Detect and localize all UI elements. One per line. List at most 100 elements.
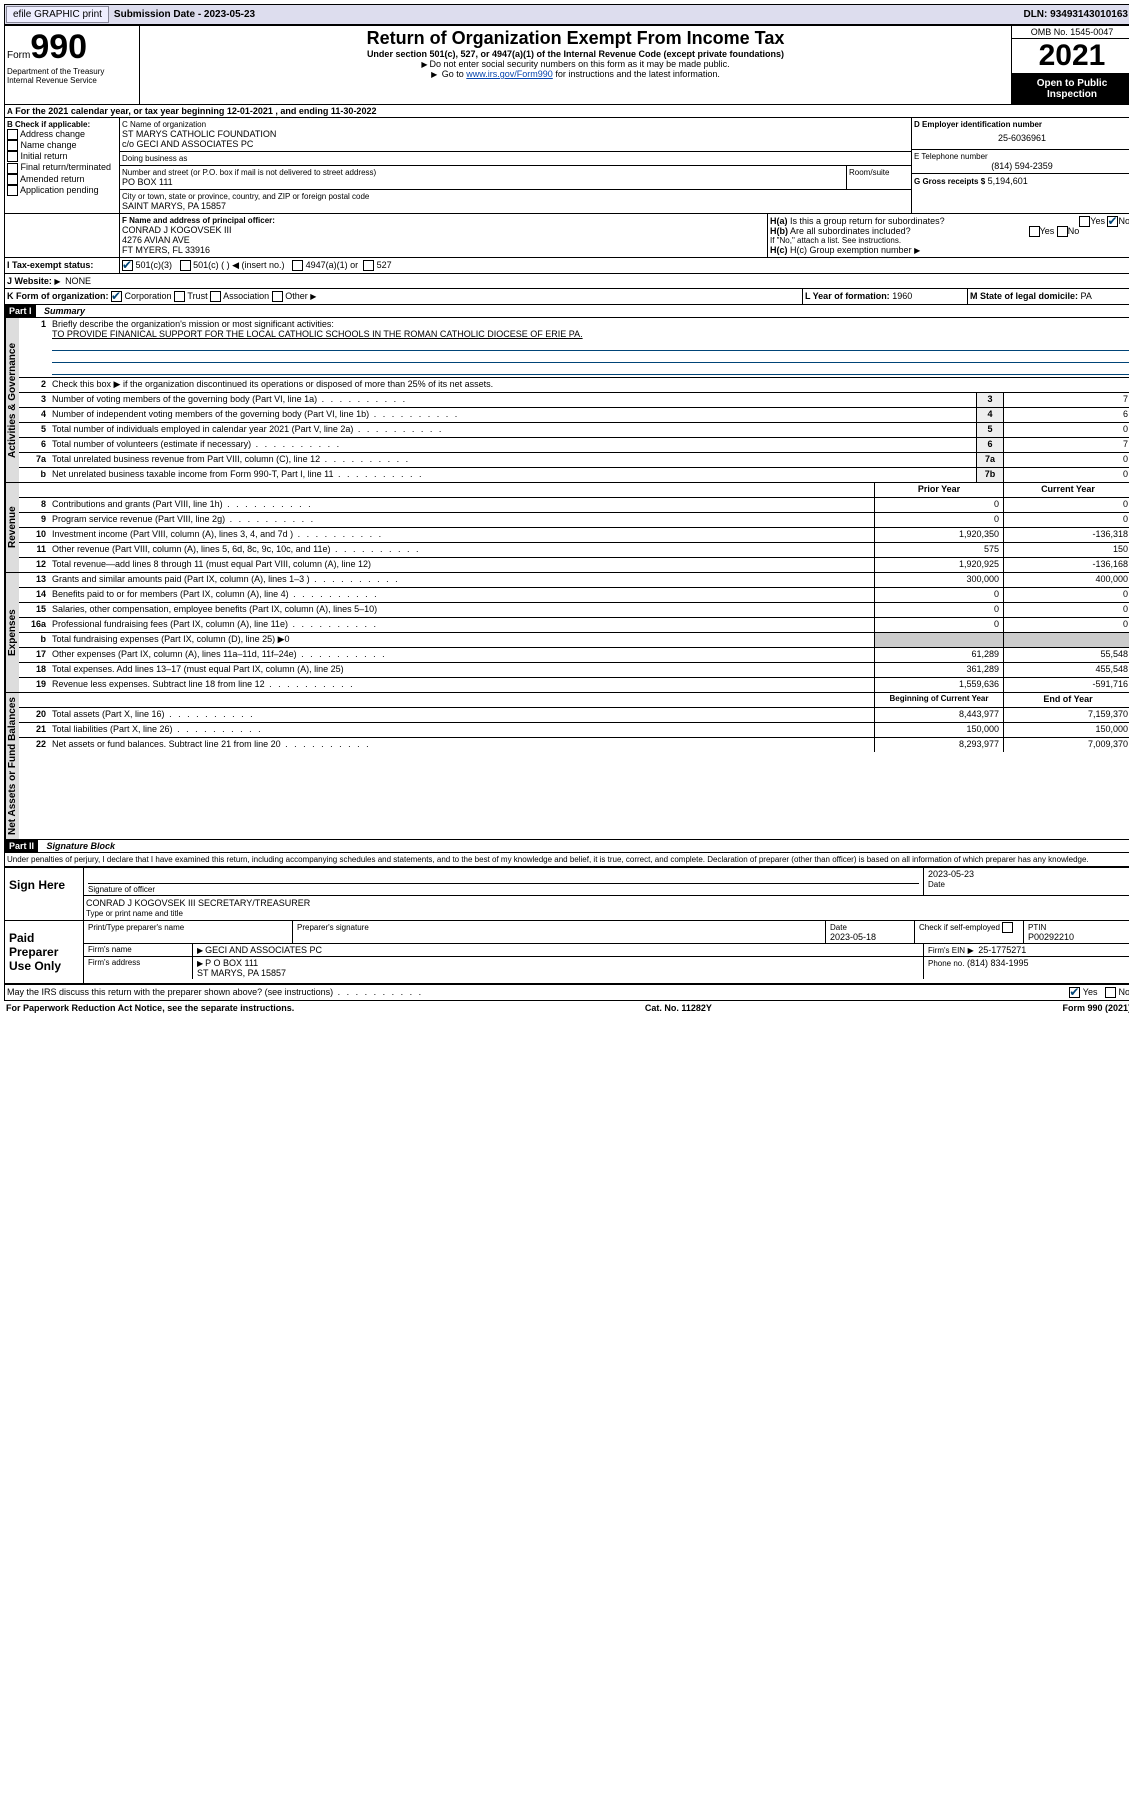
note2-pre: Go to xyxy=(442,69,467,79)
expenses-section: Expenses 13Grants and similar amounts pa… xyxy=(4,573,1129,693)
open-public: Open to Public xyxy=(1014,78,1129,89)
efile-print-button[interactable]: efile GRAPHIC print xyxy=(6,6,109,23)
box-e-label: E Telephone number xyxy=(914,152,1129,161)
street-value: PO BOX 111 xyxy=(122,177,844,187)
may-irs-yes-check[interactable] xyxy=(1069,987,1080,998)
hb-no-check[interactable] xyxy=(1057,226,1068,237)
identity-block: B Check if applicable: Address change Na… xyxy=(4,118,1129,214)
firm-ein: 25-1775271 xyxy=(978,945,1026,955)
app-pending-check[interactable] xyxy=(7,185,18,196)
l4-value: 6 xyxy=(1003,408,1129,422)
l15-prior: 0 xyxy=(874,603,1003,617)
irs-label: Internal Revenue Service xyxy=(7,76,137,85)
form-title: Return of Organization Exempt From Incom… xyxy=(142,28,1009,49)
l14-label: Benefits paid to or for members (Part IX… xyxy=(50,588,874,602)
l15-label: Salaries, other compensation, employee b… xyxy=(50,603,874,617)
final-return-label: Final return/terminated xyxy=(21,162,112,172)
l21-prior: 150,000 xyxy=(874,723,1003,737)
irs-link[interactable]: www.irs.gov/Form990 xyxy=(466,69,553,79)
expenses-tab: Expenses xyxy=(5,573,19,692)
firm-phone-label: Phone no. xyxy=(928,959,964,968)
footer-left: For Paperwork Reduction Act Notice, see … xyxy=(6,1003,294,1013)
street-label: Number and street (or P.O. box if mail i… xyxy=(122,168,844,177)
addr-change-check[interactable] xyxy=(7,129,18,140)
domicile-state: PA xyxy=(1081,291,1092,301)
footer-right: Form 990 (2021) xyxy=(1062,1003,1129,1013)
box-k-label: K Form of organization: xyxy=(7,291,109,301)
prep-sig-label: Preparer's signature xyxy=(297,923,369,932)
klm-block: K Form of organization: Corporation Trus… xyxy=(4,289,1129,305)
net-assets-tab: Net Assets or Fund Balances xyxy=(5,693,19,839)
l9-prior: 0 xyxy=(874,513,1003,527)
l14-prior: 0 xyxy=(874,588,1003,602)
final-return-check[interactable] xyxy=(7,163,18,174)
other-label: Other xyxy=(285,291,308,301)
l13-current: 400,000 xyxy=(1003,573,1129,587)
corp-check[interactable] xyxy=(111,291,122,302)
ha-label: Is this a group return for subordinates? xyxy=(790,216,945,226)
mission-text: TO PROVIDE FINANICAL SUPPORT FOR THE LOC… xyxy=(52,329,583,339)
officer-addr1: 4276 AVIAN AVE xyxy=(122,235,765,245)
ha-no-check[interactable] xyxy=(1107,216,1118,227)
l18-current: 455,548 xyxy=(1003,663,1129,677)
governance-tab: Activities & Governance xyxy=(5,318,19,482)
initial-return-check[interactable] xyxy=(7,151,18,162)
l20-current: 7,159,370 xyxy=(1003,708,1129,722)
city-label: City or town, state or province, country… xyxy=(122,192,909,201)
l8-label: Contributions and grants (Part VIII, lin… xyxy=(50,498,874,512)
l1-label: Briefly describe the organization's miss… xyxy=(52,319,334,329)
dba-label: Doing business as xyxy=(122,154,909,163)
form-header: Form 990 Department of the Treasury Inte… xyxy=(4,25,1129,105)
may-irs-no-check[interactable] xyxy=(1105,987,1116,998)
may-irs-label: May the IRS discuss this return with the… xyxy=(7,987,423,998)
amended-check[interactable] xyxy=(7,174,18,185)
box-m-label: M State of legal domicile: xyxy=(970,291,1078,301)
prep-date-label: Date xyxy=(830,923,847,932)
governance-section: Activities & Governance 1 Briefly descri… xyxy=(4,318,1129,483)
c-other-label: 501(c) ( ) xyxy=(193,260,230,270)
l18-prior: 361,289 xyxy=(874,663,1003,677)
form-label: Form xyxy=(7,50,30,61)
4947-check[interactable] xyxy=(292,260,303,271)
other-check[interactable] xyxy=(272,291,283,302)
note2-post: for instructions and the latest informat… xyxy=(553,69,720,79)
assoc-check[interactable] xyxy=(210,291,221,302)
527-check[interactable] xyxy=(363,260,374,271)
s527-label: 527 xyxy=(377,260,392,270)
l12-prior: 1,920,925 xyxy=(874,558,1003,572)
prep-name-label: Print/Type preparer's name xyxy=(88,923,184,932)
l16a-prior: 0 xyxy=(874,618,1003,632)
l16b-prior-shade xyxy=(874,633,1003,647)
501c-check[interactable] xyxy=(180,260,191,271)
box-d-label: D Employer identification number xyxy=(914,120,1129,129)
trust-check[interactable] xyxy=(174,291,185,302)
org-co: c/o GECI AND ASSOCIATES PC xyxy=(122,139,909,149)
self-employed-check[interactable] xyxy=(1002,922,1013,933)
firm-ein-label: Firm's EIN xyxy=(928,946,965,955)
l3-label: Number of voting members of the governin… xyxy=(50,393,976,407)
form-number: 990 xyxy=(30,28,87,67)
501c3-check[interactable] xyxy=(122,260,133,271)
part2-label: Part II xyxy=(5,840,38,852)
name-change-check[interactable] xyxy=(7,140,18,151)
hc-label: H(c) Group exemption number xyxy=(790,245,912,255)
check-if-label: Check if self-employed xyxy=(919,923,1000,932)
prep-date: 2023-05-18 xyxy=(830,932,876,942)
omb-number: OMB No. 1545-0047 xyxy=(1012,26,1129,39)
app-pending-label: Application pending xyxy=(20,185,99,195)
revenue-tab: Revenue xyxy=(5,483,19,572)
hb-no: No xyxy=(1068,226,1080,236)
hb-yes-check[interactable] xyxy=(1029,226,1040,237)
ha-yes-check[interactable] xyxy=(1079,216,1090,227)
phone-value: (814) 594-2359 xyxy=(914,161,1129,171)
sig-date: 2023-05-23 xyxy=(928,869,1128,879)
tax-exempt-block: I Tax-exempt status: 501(c)(3) 501(c) ( … xyxy=(4,258,1129,274)
l18-label: Total expenses. Add lines 13–17 (must eq… xyxy=(50,663,874,677)
l22-current: 7,009,370 xyxy=(1003,738,1129,752)
current-year-header: Current Year xyxy=(1003,483,1129,497)
l5-value: 0 xyxy=(1003,423,1129,437)
addr-change-label: Address change xyxy=(20,129,85,139)
submission-date: Submission Date - 2023-05-23 xyxy=(110,9,259,20)
topbar: efile GRAPHIC print Submission Date - 20… xyxy=(4,4,1129,25)
ein-value: 25-6036961 xyxy=(914,129,1129,147)
